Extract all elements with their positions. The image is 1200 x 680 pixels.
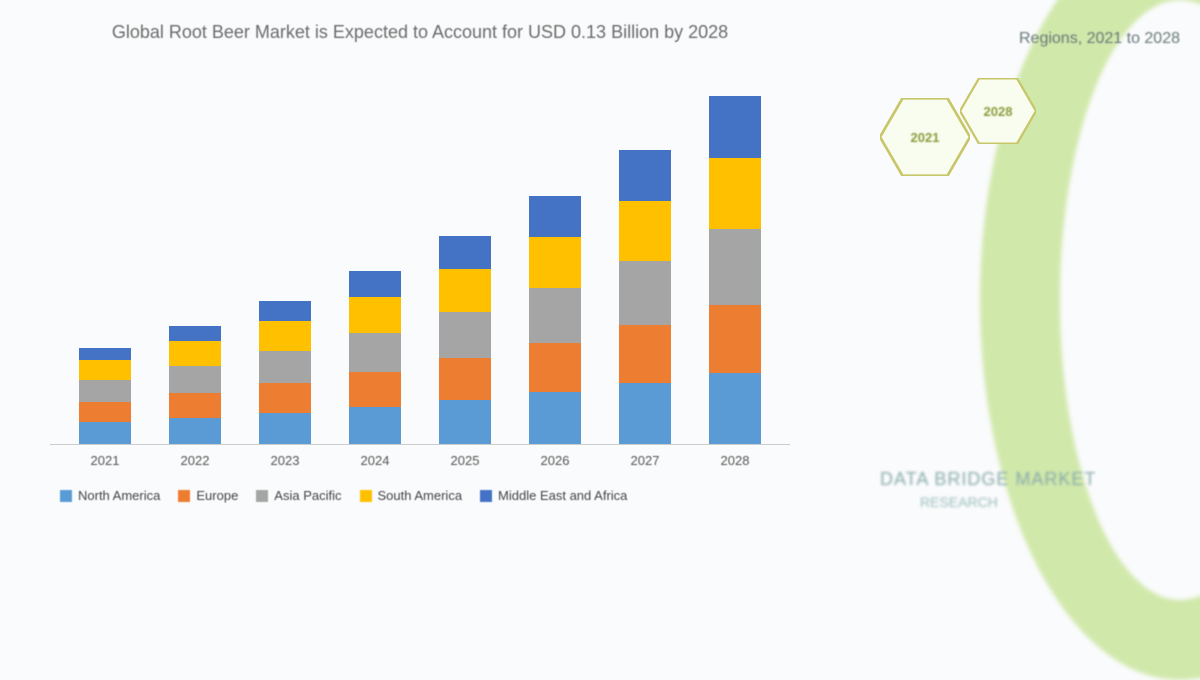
x-axis-labels: 2021 2022 2023 2024 2025 2026 2027 2028 bbox=[50, 445, 790, 468]
bar-segment bbox=[169, 418, 221, 444]
bar-segment bbox=[439, 269, 491, 312]
legend-label: Asia Pacific bbox=[274, 488, 341, 503]
bar-column bbox=[430, 236, 500, 444]
stacked-bar bbox=[169, 326, 221, 444]
brand-line-1: DATA BRIDGE MARKET bbox=[880, 469, 1096, 490]
bar-segment bbox=[169, 393, 221, 418]
x-tick-label: 2027 bbox=[610, 453, 680, 468]
stacked-bar bbox=[709, 96, 761, 444]
bar-segment bbox=[349, 271, 401, 297]
legend-swatch bbox=[178, 490, 190, 502]
stacked-bar bbox=[529, 196, 581, 444]
legend-swatch bbox=[256, 490, 268, 502]
bar-segment bbox=[79, 422, 131, 444]
bar-column bbox=[250, 301, 320, 444]
bar-column bbox=[160, 326, 230, 444]
legend-label: Europe bbox=[196, 488, 238, 503]
bar-column bbox=[340, 271, 410, 444]
bar-segment bbox=[439, 312, 491, 358]
bar-segment bbox=[349, 407, 401, 444]
stacked-bar bbox=[619, 150, 671, 444]
chart-area: Global Root Beer Market is Expected to A… bbox=[0, 0, 820, 600]
period-label: Regions, 2021 to 2028 bbox=[840, 30, 1180, 48]
bar-segment bbox=[259, 383, 311, 413]
legend-item: Middle East and Africa bbox=[480, 488, 627, 503]
stacked-bar bbox=[439, 236, 491, 444]
bar-segment bbox=[349, 372, 401, 407]
legend-label: Middle East and Africa bbox=[498, 488, 627, 503]
bar-segment bbox=[529, 288, 581, 343]
x-tick-label: 2023 bbox=[250, 453, 320, 468]
stacked-bar bbox=[349, 271, 401, 444]
bar-segment bbox=[709, 158, 761, 229]
chart-title: Global Root Beer Market is Expected to A… bbox=[50, 20, 790, 45]
bar-segment bbox=[259, 301, 311, 321]
bar-segment bbox=[709, 96, 761, 158]
legend-label: South America bbox=[378, 488, 463, 503]
bar-segment bbox=[619, 261, 671, 325]
x-tick-label: 2024 bbox=[340, 453, 410, 468]
bar-segment bbox=[259, 321, 311, 351]
brand-line-2: RESEARCH bbox=[920, 494, 998, 510]
bar-segment bbox=[169, 326, 221, 341]
legend-swatch bbox=[60, 490, 72, 502]
hexagon-start-year: 2021 bbox=[880, 98, 970, 176]
x-tick-label: 2021 bbox=[70, 453, 140, 468]
bar-segment bbox=[169, 341, 221, 366]
bar-segment bbox=[709, 229, 761, 305]
x-tick-label: 2022 bbox=[160, 453, 230, 468]
legend-swatch bbox=[480, 490, 492, 502]
root-container: Global Root Beer Market is Expected to A… bbox=[0, 0, 1200, 600]
bar-segment bbox=[79, 402, 131, 422]
bar-segment bbox=[349, 297, 401, 333]
bar-segment bbox=[529, 343, 581, 392]
legend-item: Asia Pacific bbox=[256, 488, 341, 503]
bar-column bbox=[610, 150, 680, 444]
bar-segment bbox=[529, 237, 581, 288]
bar-column bbox=[70, 348, 140, 444]
stacked-bar bbox=[259, 301, 311, 444]
bar-segment bbox=[439, 236, 491, 269]
legend-label: North America bbox=[78, 488, 160, 503]
bar-segment bbox=[79, 360, 131, 380]
bar-segment bbox=[529, 392, 581, 444]
legend-item: Europe bbox=[178, 488, 238, 503]
bar-segment bbox=[619, 383, 671, 444]
hex-start-label: 2021 bbox=[911, 130, 940, 145]
hexagon-end-year: 2028 bbox=[960, 78, 1036, 144]
bar-column bbox=[520, 196, 590, 444]
bar-segment bbox=[439, 358, 491, 400]
legend-item: North America bbox=[60, 488, 160, 503]
x-tick-label: 2026 bbox=[520, 453, 590, 468]
bar-segment bbox=[169, 366, 221, 393]
bar-segment bbox=[259, 351, 311, 383]
bar-segment bbox=[619, 201, 671, 261]
x-tick-label: 2025 bbox=[430, 453, 500, 468]
bar-segment bbox=[709, 305, 761, 373]
bar-segment bbox=[619, 325, 671, 383]
bar-segment bbox=[259, 413, 311, 444]
bar-segment bbox=[439, 400, 491, 444]
bar-segment bbox=[529, 196, 581, 237]
bar-segment bbox=[709, 373, 761, 444]
legend-item: South America bbox=[360, 488, 463, 503]
bar-column bbox=[700, 96, 770, 444]
hexagon-group: 2021 2028 bbox=[840, 78, 1180, 218]
legend: North America Europe Asia Pacific South Ame… bbox=[50, 468, 790, 503]
stacked-bar bbox=[79, 348, 131, 444]
legend-swatch bbox=[360, 490, 372, 502]
bar-segment bbox=[349, 333, 401, 372]
bars-plot bbox=[50, 65, 790, 445]
bar-segment bbox=[619, 150, 671, 201]
sidebar: Regions, 2021 to 2028 2021 2028 DATA BRI… bbox=[820, 0, 1200, 600]
bar-segment bbox=[79, 380, 131, 402]
bar-segment bbox=[79, 348, 131, 360]
x-tick-label: 2028 bbox=[700, 453, 770, 468]
hex-end-label: 2028 bbox=[984, 104, 1013, 119]
